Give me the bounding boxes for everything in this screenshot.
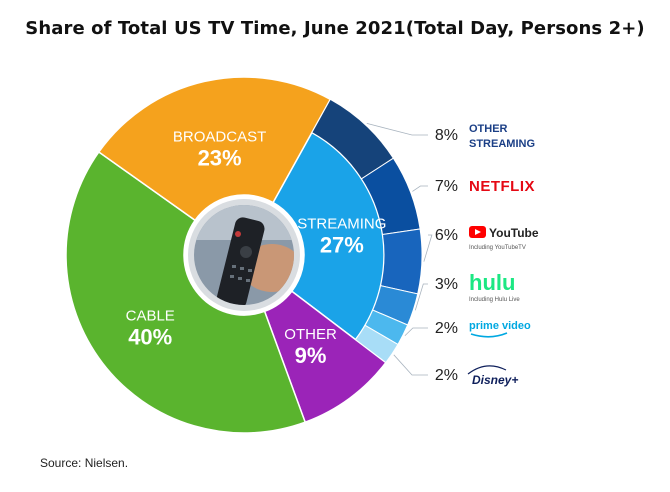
leader-lines xyxy=(366,123,433,376)
leader-line xyxy=(393,354,428,376)
pct-hulu: 3% xyxy=(435,276,458,293)
streaming-breakdown-ring xyxy=(311,98,423,364)
source-note: Source: Nielsen. xyxy=(40,456,129,470)
center-photo xyxy=(184,195,304,315)
pct-youtube: 6% xyxy=(435,227,458,244)
brand-hulu: hulu xyxy=(469,270,515,295)
leader-line xyxy=(412,185,428,192)
pct-disney-plus: 2% xyxy=(435,367,458,384)
leader-line xyxy=(404,327,428,337)
cut-off-text-line xyxy=(40,484,640,492)
leader-line xyxy=(366,123,428,136)
slice-label-cable: CABLE xyxy=(126,308,175,325)
brand-disney-plus: Disney+ xyxy=(472,373,518,387)
breakdown-legend: 8% OTHER STREAMING 7% NETFLIX 6% YouTube… xyxy=(435,123,539,387)
brand-youtube: YouTube xyxy=(489,226,539,240)
disney-arc-icon xyxy=(467,365,507,375)
sublabel-youtube: Including YouTubeTV xyxy=(469,245,526,251)
brand-other-streaming-line1: OTHER xyxy=(469,123,508,135)
brand-netflix: NETFLIX xyxy=(469,178,535,195)
slice-value-other: 9% xyxy=(295,343,327,368)
slice-value-cable: 40% xyxy=(128,325,172,350)
leader-line xyxy=(414,283,428,311)
ring-segment-youtube xyxy=(380,228,423,295)
ring-segment-disney- xyxy=(354,324,399,364)
remote-control-icon xyxy=(194,205,294,305)
youtube-logo-icon xyxy=(469,226,486,238)
slice-label-streaming: STREAMING xyxy=(297,215,386,232)
brand-other-streaming-line2: STREAMING xyxy=(469,138,535,150)
slice-value-broadcast: 23% xyxy=(198,146,242,171)
slice-value-streaming: 27% xyxy=(320,232,364,257)
pct-other-streaming: 8% xyxy=(435,127,458,144)
leader-line xyxy=(423,234,433,262)
brand-prime-video: prime video xyxy=(469,320,531,332)
slice-label-other: OTHER xyxy=(284,326,337,343)
donut-slices xyxy=(65,76,387,434)
prime-smile-icon xyxy=(470,332,508,338)
slice-label-broadcast: BROADCAST xyxy=(173,129,266,146)
chart-title: Share of Total US TV Time, June 2021(Tot… xyxy=(25,18,645,39)
pct-prime-video: 2% xyxy=(435,320,458,337)
pct-netflix: 7% xyxy=(435,178,458,195)
sublabel-hulu: Including Hulu Live xyxy=(469,297,520,303)
